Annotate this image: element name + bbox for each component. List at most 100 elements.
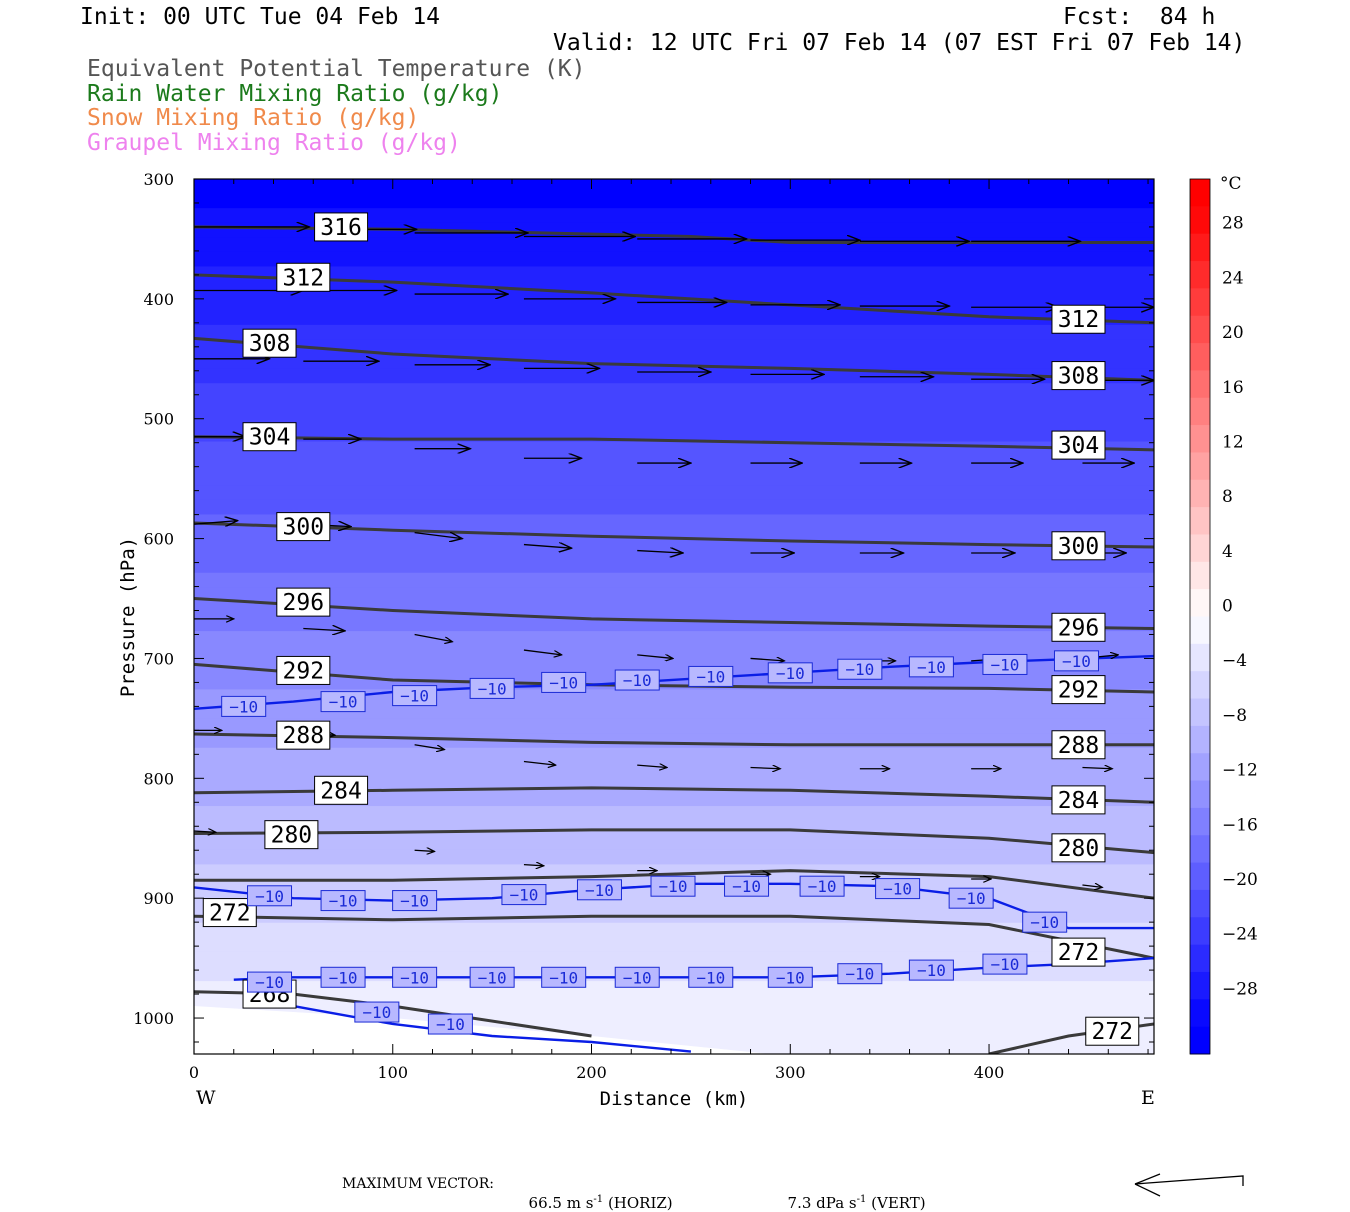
temperature-label-text: −10 xyxy=(229,697,258,716)
theta-e-label: 292 xyxy=(276,655,331,685)
temperature-label-text: −10 xyxy=(990,955,1019,974)
temperature-label-box xyxy=(469,677,515,699)
temp-band xyxy=(194,339,1154,355)
temperature-label: −10 xyxy=(688,665,734,687)
colorbar-swatch xyxy=(1190,343,1210,371)
temperature-label: −10 xyxy=(908,656,954,678)
y-axis-label: Pressure (hPa) xyxy=(117,537,139,697)
temperature-label-text: −10 xyxy=(776,664,805,683)
temperature-label-text: −10 xyxy=(255,973,284,992)
temperature-label: −10 xyxy=(982,953,1028,975)
wind-vector xyxy=(523,545,572,549)
colorbar-label: 0 xyxy=(1222,597,1233,617)
temp-band xyxy=(194,456,1154,472)
temperature-label-text: −10 xyxy=(255,887,284,906)
init-time: Init: 00 UTC Tue 04 Feb 14 xyxy=(80,4,441,30)
temperature-label-text: −10 xyxy=(478,968,507,987)
colorbar-label: 12 xyxy=(1222,432,1244,452)
colorbar-swatch xyxy=(1190,534,1210,563)
temperature-label-box xyxy=(875,878,921,900)
temp-band xyxy=(194,718,1154,735)
colorbar-label: −12 xyxy=(1222,761,1258,781)
colorbar-swatch xyxy=(1190,315,1210,344)
theta-e-label-box xyxy=(1051,531,1106,561)
colorbar-swatch xyxy=(1190,971,1210,1000)
forecast-hour: Fcst: 84 h xyxy=(1063,4,1216,30)
vert-value: 7.3 dPa s xyxy=(787,1194,857,1212)
colorbar-unit: °C xyxy=(1220,174,1242,194)
temperature-label: −10 xyxy=(469,966,515,988)
theta-e-label: 280 xyxy=(1051,833,1106,863)
colorbar-swatch xyxy=(1190,233,1210,262)
west-label: W xyxy=(196,1087,216,1109)
temperature-label-text: −10 xyxy=(696,667,725,686)
wind-vector xyxy=(523,649,562,655)
temp-band xyxy=(194,514,1154,530)
y-tick-label: 400 xyxy=(143,290,174,309)
x-tick-label: 300 xyxy=(775,1063,806,1082)
theta-e-label-text: 304 xyxy=(1058,433,1100,459)
temperature-label-box xyxy=(982,653,1028,675)
theta-e-line xyxy=(194,732,1154,747)
theta-e-label-text: 296 xyxy=(1058,615,1100,641)
colorbar-swatch xyxy=(1190,1026,1210,1055)
temperature-label-text: −10 xyxy=(957,889,986,908)
east-label: E xyxy=(1141,1087,1155,1109)
wind-vector xyxy=(194,831,216,832)
theta-e-label-box xyxy=(1051,833,1106,863)
temp-band xyxy=(194,835,1154,851)
temperature-label-text: −10 xyxy=(1030,913,1059,932)
wind-vector xyxy=(1082,768,1112,769)
wind-vector xyxy=(194,521,238,525)
temperature-label-box xyxy=(837,658,883,680)
theta-e-label-box xyxy=(1051,612,1106,642)
surface-wedge xyxy=(194,1006,771,1054)
temperature-label-box xyxy=(767,966,813,988)
theta-e-label-text: 300 xyxy=(283,515,325,541)
temperature-label-box xyxy=(1053,650,1099,672)
temperature-label-text: −10 xyxy=(549,968,578,987)
theta-e-label-box xyxy=(276,720,331,750)
theta-e-line xyxy=(194,521,1154,549)
theta-e-label-box xyxy=(242,328,297,358)
colorbar-frame xyxy=(1189,178,1211,1055)
temperature-label: −10 xyxy=(724,875,770,897)
plot-frame xyxy=(193,178,1155,1055)
theta-e-label-text: 300 xyxy=(1058,534,1100,560)
temperature-label: −10 xyxy=(320,890,366,912)
temperature-label: −10 xyxy=(837,658,883,680)
temperature-label: −10 xyxy=(875,878,921,900)
colorbar-swatch xyxy=(1190,944,1210,973)
temperature-label-box xyxy=(541,671,587,693)
temperature-label: −10 xyxy=(1022,911,1068,933)
wind-vector xyxy=(637,765,667,767)
wind-vector xyxy=(414,850,435,851)
temperature-label-text: −10 xyxy=(1062,652,1091,671)
temperature-label: −10 xyxy=(767,662,813,684)
temp-band xyxy=(194,806,1154,822)
temperature-label-text: −10 xyxy=(362,1003,391,1022)
valid-time: Valid: 12 UTC Fri 07 Feb 14 (07 EST Fri … xyxy=(553,30,1246,56)
wind-vector xyxy=(1082,885,1102,887)
theta-e-label-text: 288 xyxy=(1058,733,1100,759)
theta-e-label: 284 xyxy=(314,775,369,805)
temperature-label-text: −10 xyxy=(509,886,538,905)
theta-e-line xyxy=(194,273,1154,325)
temp-band xyxy=(194,179,1154,195)
temperature-label-text: −10 xyxy=(623,968,652,987)
theta-e-label-box xyxy=(1051,675,1106,705)
temperature-label-text: −10 xyxy=(917,658,946,677)
temperature-label-box xyxy=(1022,911,1068,933)
temperature-label-box xyxy=(799,875,845,897)
theta-e-label-text: 308 xyxy=(1058,364,1100,390)
temperature-label: −10 xyxy=(908,959,954,981)
theta-e-label-box xyxy=(1051,937,1106,967)
theta-e-label-box xyxy=(276,512,331,542)
colorbar-swatch xyxy=(1190,206,1210,235)
colorbar-swatch xyxy=(1190,397,1210,426)
theta-e-label-text: 284 xyxy=(320,778,362,804)
temperature-label-text: −10 xyxy=(917,961,946,980)
temperature-label-box xyxy=(427,1013,473,1035)
theta-e-label-box xyxy=(276,655,331,685)
wind-vector xyxy=(414,633,453,641)
